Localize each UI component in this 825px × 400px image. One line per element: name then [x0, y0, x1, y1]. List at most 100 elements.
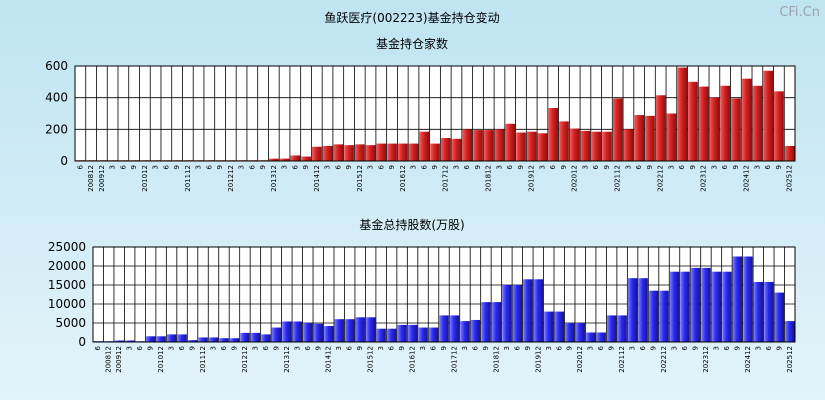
chart-title-holders: 基金持仓家数 — [376, 36, 448, 51]
holders-bar — [430, 143, 440, 161]
holders-bar — [419, 131, 430, 161]
shares-x-tick-label: 9 — [147, 346, 155, 350]
holders-bar — [344, 145, 354, 161]
shares-x-tick-label: 3 — [335, 346, 343, 350]
holders-bar — [279, 158, 290, 161]
holders-bar — [397, 143, 408, 161]
shares-x-tick-label: 201512 — [367, 346, 375, 373]
shares-x-tick-label: 202512 — [786, 346, 794, 373]
shares-bar — [564, 323, 575, 342]
shares-bar — [229, 338, 240, 342]
holders-x-tick-label: 3 — [710, 165, 718, 169]
holders-x-tick-label: 3 — [109, 165, 117, 169]
shares-x-tick-label: 201812 — [492, 346, 500, 373]
shares-bar — [533, 279, 544, 342]
shares-x-tick-label: 9 — [608, 346, 616, 350]
holders-bar — [752, 85, 763, 161]
shares-bar — [240, 332, 250, 342]
holders-x-tick-label: 3 — [238, 165, 246, 169]
holders-x-tick-label: 6 — [721, 164, 729, 169]
holders-x-tick-label: 201712 — [442, 165, 450, 192]
shares-x-tick-label: 6 — [304, 345, 312, 350]
shares-x-tick-label: 6 — [262, 345, 270, 350]
shares-bar — [659, 290, 669, 342]
holders-x-tick-label: 6 — [678, 164, 686, 169]
shares-x-tick-label: 9 — [482, 346, 490, 350]
shares-y-tick-label: 25000 — [48, 240, 86, 254]
shares-x-tick-label: 9 — [650, 346, 658, 350]
shares-x-tick-label: 9 — [440, 346, 448, 350]
shares-bar — [418, 327, 428, 342]
holders-bar — [376, 143, 387, 161]
shares-bar — [282, 321, 292, 342]
holders-x-tick-label: 6 — [506, 164, 514, 169]
holders-x-tick-label: 202012 — [571, 165, 579, 192]
shares-x-tick-label: 201712 — [450, 346, 458, 373]
shares-bar — [219, 338, 229, 342]
shares-x-tick-label: 9 — [398, 346, 406, 350]
holders-bar — [387, 143, 397, 161]
shares-bar — [711, 271, 722, 342]
shares-bar — [324, 326, 334, 342]
shares-y-tick-label: 10000 — [48, 297, 86, 311]
holders-x-tick-label: 3 — [753, 165, 761, 169]
holders-x-tick-label: 201812 — [485, 165, 493, 192]
holders-plot-border — [74, 65, 796, 162]
shares-x-tick-label: 6 — [681, 345, 689, 350]
shares-x-tick-label: 3 — [754, 346, 762, 350]
holders-x-tick-label: 3 — [667, 165, 675, 169]
holders-bar — [537, 133, 548, 161]
holders-x-tick-label: 9 — [216, 165, 224, 169]
holders-x-tick-label: 3 — [152, 165, 160, 169]
holders-bar — [677, 67, 688, 161]
holders-bar — [774, 91, 784, 161]
holders-bar — [505, 123, 516, 161]
shares-x-tick-label: 6 — [220, 345, 228, 350]
holders-y-tick-label: 0 — [60, 154, 68, 168]
holders-x-tick-label: 202212 — [657, 165, 665, 192]
holders-bar — [688, 81, 698, 161]
holders-bar — [526, 131, 537, 161]
shares-x-tick-label: 6 — [388, 345, 396, 350]
shares-x-tick-label: 202012 — [576, 346, 584, 373]
holders-x-tick-label: 3 — [367, 165, 375, 169]
holders-x-tick-label: 9 — [560, 165, 568, 169]
holders-x-tick-label: 201012 — [141, 165, 149, 192]
shares-bar — [585, 332, 596, 342]
shares-bar — [606, 315, 617, 342]
holders-y-tick-label: 200 — [45, 122, 68, 136]
holders-x-tick-label: 201412 — [313, 165, 321, 192]
shares-bar — [460, 321, 470, 342]
shares-x-tick-label: 9 — [733, 346, 741, 350]
shares-bar — [512, 285, 523, 342]
shares-bar — [386, 328, 397, 342]
shares-bar — [166, 334, 177, 342]
shares-x-tick-label: 6 — [94, 345, 102, 350]
shares-x-tick-label: 6 — [513, 345, 521, 350]
shares-bar — [491, 302, 502, 342]
holders-x-tick-label: 9 — [474, 165, 482, 169]
shares-x-tick-label: 3 — [629, 346, 637, 350]
shares-x-tick-label: 9 — [314, 346, 322, 350]
shares-x-tick-label: 6 — [178, 345, 186, 350]
holders-bar — [322, 145, 333, 161]
shares-x-tick-label: 9 — [272, 346, 280, 350]
shares-x-tick-label: 201112 — [199, 346, 207, 373]
shares-x-tick-label: 6 — [765, 345, 773, 350]
holders-bar — [634, 115, 645, 161]
holders-x-tick-label: 201512 — [356, 165, 364, 192]
holders-x-tick-label: 9 — [388, 165, 396, 169]
shares-bar — [334, 319, 344, 342]
chart-title-shares: 基金总持股数(万股) — [359, 217, 464, 232]
holders-bar — [354, 144, 365, 161]
holders-bar — [268, 158, 279, 161]
shares-y-tick-label: 20000 — [48, 259, 86, 273]
holders-bar — [365, 145, 376, 161]
shares-x-tick-label: 9 — [775, 346, 783, 350]
shares-x-tick-label: 9 — [691, 346, 699, 350]
shares-bar — [145, 336, 156, 342]
holders-x-tick-label: 202412 — [743, 165, 751, 192]
shares-bar — [344, 319, 355, 342]
